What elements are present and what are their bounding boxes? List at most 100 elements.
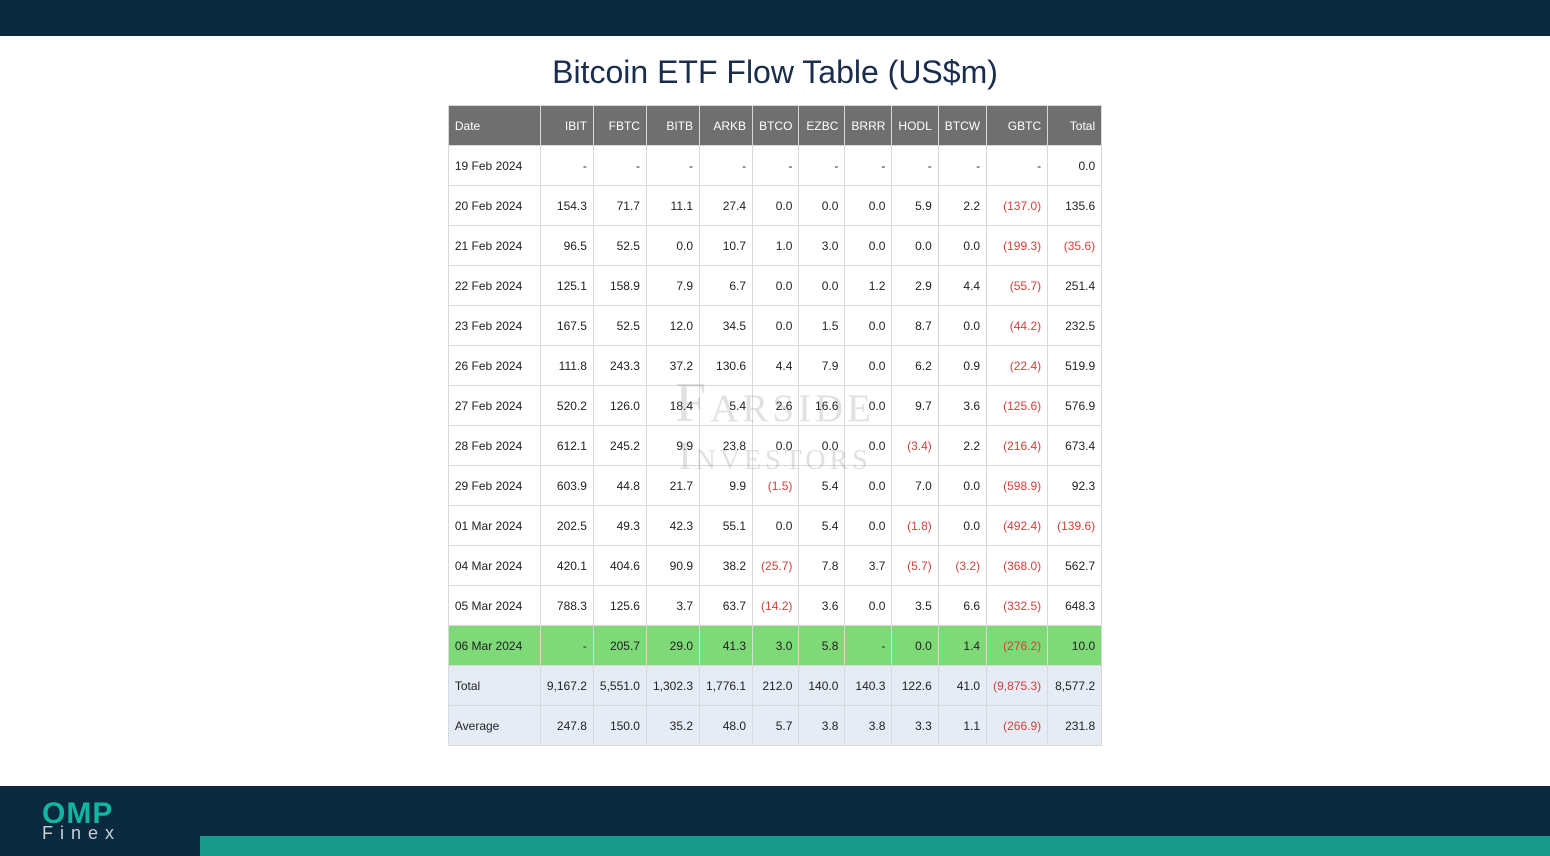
data-cell: 3.7 — [646, 586, 699, 626]
summary-label: Total — [448, 666, 540, 706]
data-cell: (1.8) — [892, 506, 938, 546]
column-header: HODL — [892, 106, 938, 146]
data-cell: 648.3 — [1048, 586, 1102, 626]
data-cell: (22.4) — [987, 346, 1048, 386]
data-cell: 2.6 — [753, 386, 799, 426]
data-cell: 34.5 — [700, 306, 753, 346]
data-cell: (3.2) — [938, 546, 986, 586]
summary-cell: 41.0 — [938, 666, 986, 706]
data-cell: (137.0) — [987, 186, 1048, 226]
data-cell: 404.6 — [593, 546, 646, 586]
data-cell: 1.2 — [845, 266, 892, 306]
data-cell: 0.0 — [845, 346, 892, 386]
data-cell: 21.7 — [646, 466, 699, 506]
column-header: EZBC — [799, 106, 845, 146]
data-cell: 4.4 — [753, 346, 799, 386]
logo-line2: Finex — [42, 825, 121, 841]
data-cell: 0.0 — [753, 266, 799, 306]
data-cell: 0.0 — [753, 426, 799, 466]
summary-cell: 3.8 — [845, 706, 892, 746]
summary-cell: 35.2 — [646, 706, 699, 746]
data-cell: - — [987, 146, 1048, 186]
data-cell: 92.3 — [1048, 466, 1102, 506]
data-cell: 96.5 — [540, 226, 593, 266]
column-header: IBIT — [540, 106, 593, 146]
table-row: 20 Feb 2024154.371.711.127.40.00.00.05.9… — [448, 186, 1101, 226]
data-cell: (139.6) — [1048, 506, 1102, 546]
data-cell: (25.7) — [753, 546, 799, 586]
data-cell: 125.6 — [593, 586, 646, 626]
summary-label: Average — [448, 706, 540, 746]
table-row: 26 Feb 2024111.8243.337.2130.64.47.90.06… — [448, 346, 1101, 386]
summary-cell: (266.9) — [987, 706, 1048, 746]
data-cell: 0.0 — [799, 426, 845, 466]
data-cell: 0.0 — [646, 226, 699, 266]
summary-cell: 5,551.0 — [593, 666, 646, 706]
data-cell: 232.5 — [1048, 306, 1102, 346]
data-cell: 18.4 — [646, 386, 699, 426]
page-title: Bitcoin ETF Flow Table (US$m) — [0, 36, 1550, 105]
data-cell: 251.4 — [1048, 266, 1102, 306]
data-cell: 135.6 — [1048, 186, 1102, 226]
data-cell: 0.0 — [845, 186, 892, 226]
date-cell: 01 Mar 2024 — [448, 506, 540, 546]
data-cell: (492.4) — [987, 506, 1048, 546]
data-cell: - — [892, 146, 938, 186]
table-row: 06 Mar 2024-205.729.041.33.05.8-0.01.4(2… — [448, 626, 1101, 666]
data-cell: 0.0 — [845, 306, 892, 346]
data-cell: 7.9 — [646, 266, 699, 306]
summary-cell: 150.0 — [593, 706, 646, 746]
data-cell: 0.0 — [938, 226, 986, 266]
summary-cell: 1,302.3 — [646, 666, 699, 706]
column-header: Date — [448, 106, 540, 146]
data-cell: 0.0 — [845, 586, 892, 626]
data-cell: 11.1 — [646, 186, 699, 226]
data-cell: 1.4 — [938, 626, 986, 666]
data-cell: - — [845, 626, 892, 666]
data-cell: 519.9 — [1048, 346, 1102, 386]
date-cell: 04 Mar 2024 — [448, 546, 540, 586]
data-cell: 9.9 — [700, 466, 753, 506]
date-cell: 27 Feb 2024 — [448, 386, 540, 426]
data-cell: 38.2 — [700, 546, 753, 586]
summary-cell: 122.6 — [892, 666, 938, 706]
data-cell: 7.9 — [799, 346, 845, 386]
date-cell: 21 Feb 2024 — [448, 226, 540, 266]
top-bar — [0, 0, 1550, 36]
data-cell: 0.0 — [845, 426, 892, 466]
table-container: Farside Investors DateIBITFBTCBITBARKBBT… — [0, 105, 1550, 746]
data-cell: 158.9 — [593, 266, 646, 306]
table-row: 23 Feb 2024167.552.512.034.50.01.50.08.7… — [448, 306, 1101, 346]
table-header-row: DateIBITFBTCBITBARKBBTCOEZBCBRRRHODLBTCW… — [448, 106, 1101, 146]
summary-cell: 212.0 — [753, 666, 799, 706]
data-cell: (44.2) — [987, 306, 1048, 346]
data-cell: 6.2 — [892, 346, 938, 386]
table-body: 19 Feb 2024----------0.020 Feb 2024154.3… — [448, 146, 1101, 746]
footer-stripe — [200, 836, 1550, 856]
data-cell: - — [540, 146, 593, 186]
footer: OMP Finex — [0, 786, 1550, 856]
data-cell: 0.0 — [799, 266, 845, 306]
data-cell: 788.3 — [540, 586, 593, 626]
column-header: BTCO — [753, 106, 799, 146]
summary-cell: 9,167.2 — [540, 666, 593, 706]
table-row: 22 Feb 2024125.1158.97.96.70.00.01.22.94… — [448, 266, 1101, 306]
column-header: GBTC — [987, 106, 1048, 146]
data-cell: - — [753, 146, 799, 186]
data-cell: 5.4 — [799, 506, 845, 546]
table-row: 01 Mar 2024202.549.342.355.10.05.40.0(1.… — [448, 506, 1101, 546]
date-cell: 06 Mar 2024 — [448, 626, 540, 666]
summary-cell: 140.3 — [845, 666, 892, 706]
data-cell: 6.6 — [938, 586, 986, 626]
summary-cell: 8,577.2 — [1048, 666, 1102, 706]
data-cell: 0.0 — [892, 226, 938, 266]
data-cell: 9.9 — [646, 426, 699, 466]
data-cell: 0.0 — [938, 306, 986, 346]
data-cell: 42.3 — [646, 506, 699, 546]
data-cell: 603.9 — [540, 466, 593, 506]
data-cell: (35.6) — [1048, 226, 1102, 266]
summary-cell: 1,776.1 — [700, 666, 753, 706]
data-cell: 562.7 — [1048, 546, 1102, 586]
summary-cell: 48.0 — [700, 706, 753, 746]
data-cell: 0.0 — [845, 226, 892, 266]
